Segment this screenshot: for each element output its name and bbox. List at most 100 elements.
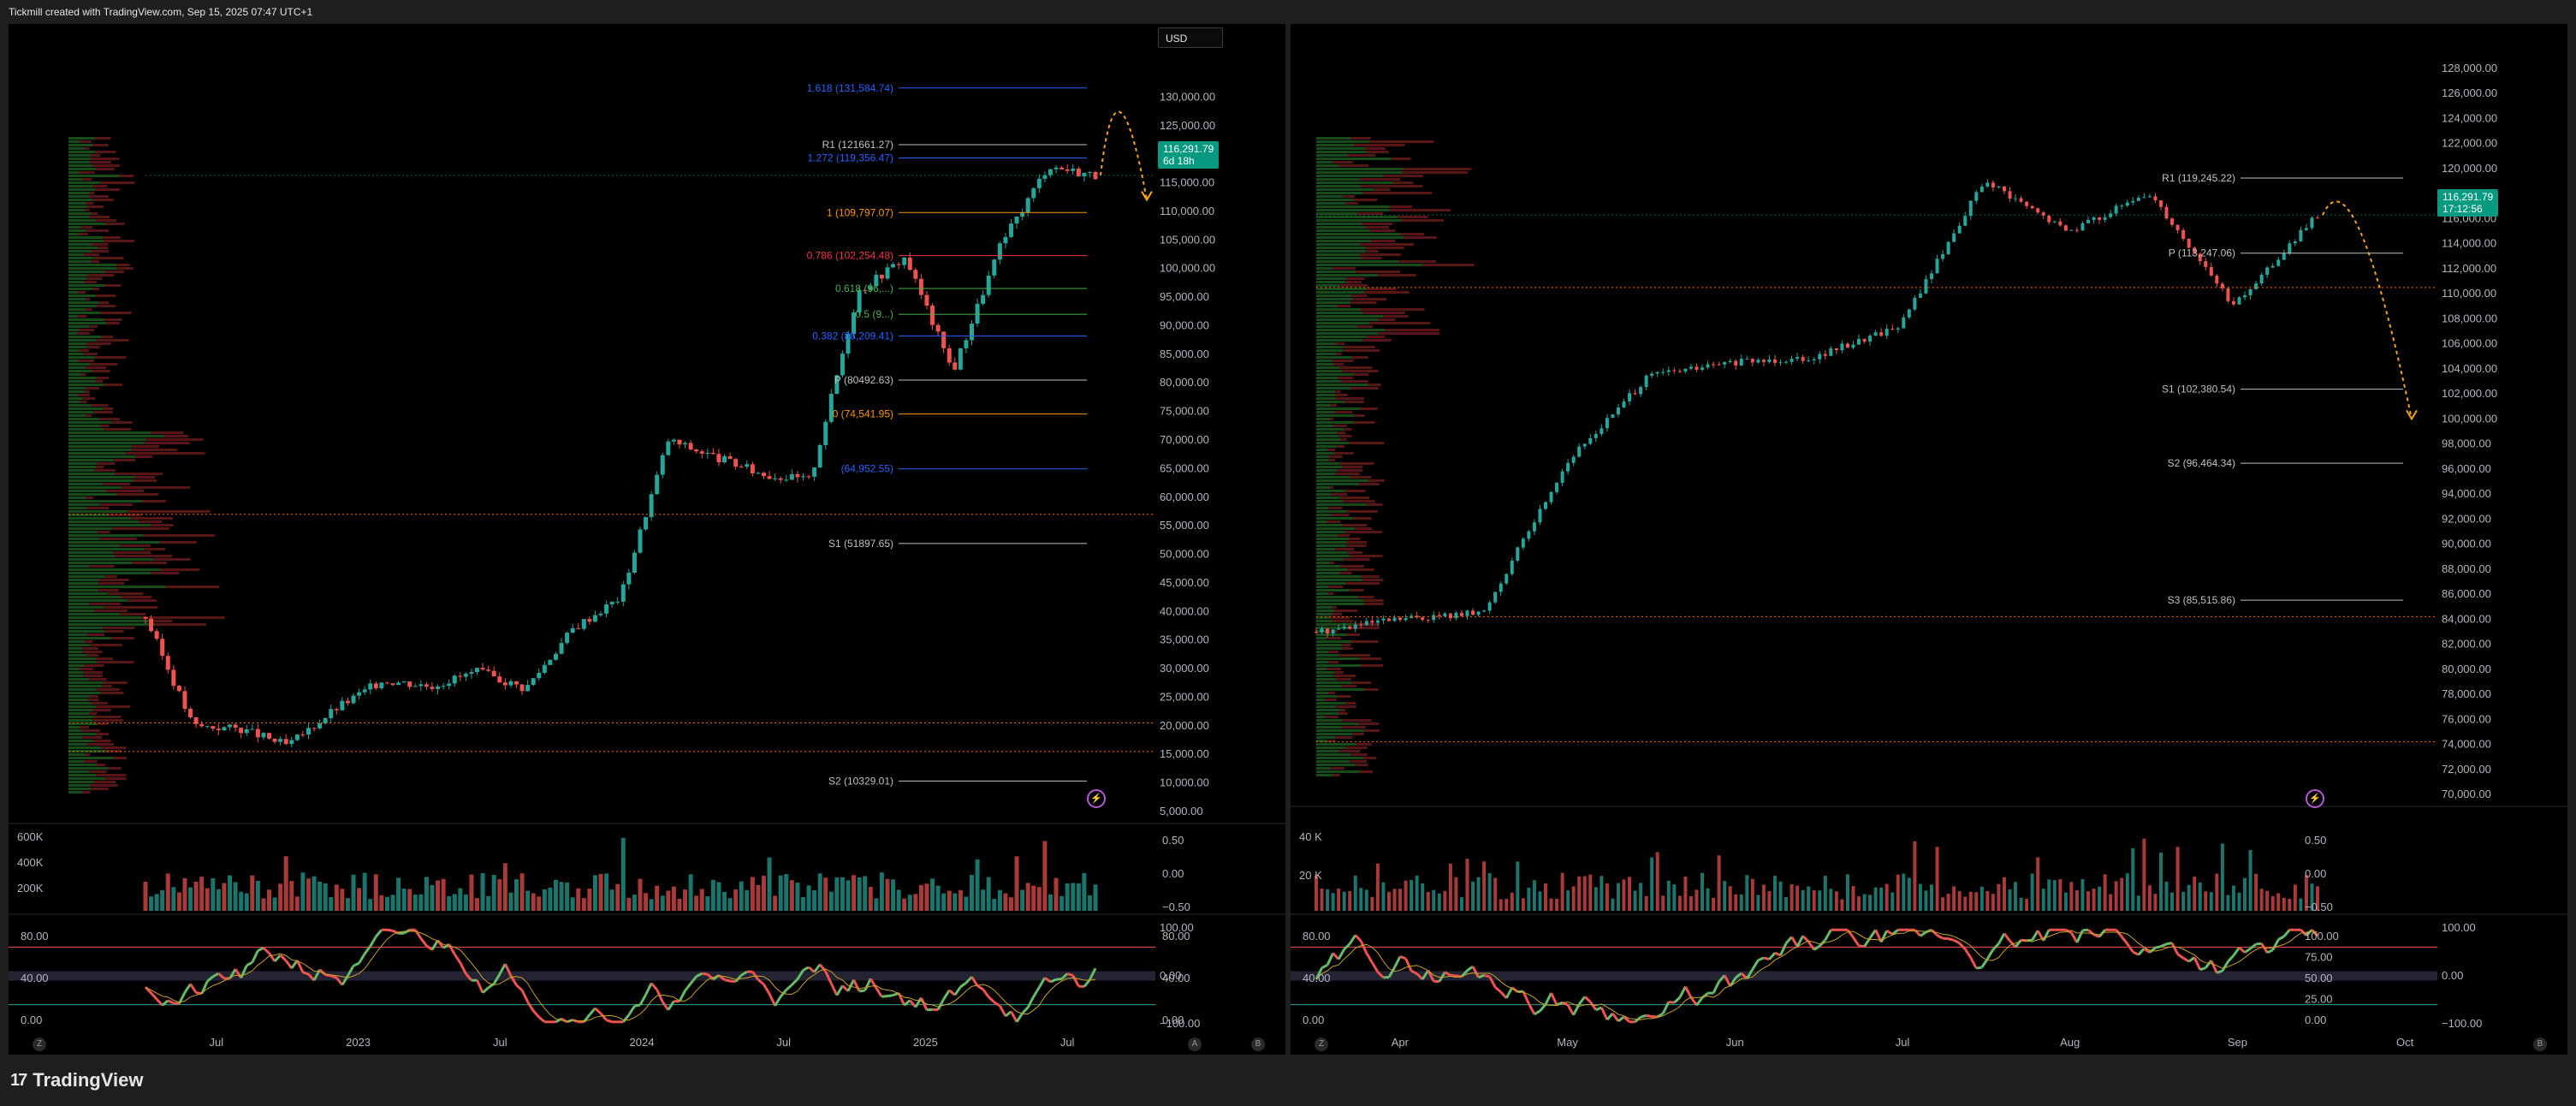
auto-scale-button[interactable]: A bbox=[1188, 1038, 1202, 1051]
volume-bar bbox=[885, 878, 890, 911]
volume-profile-bar bbox=[84, 147, 90, 150]
oscillator-line bbox=[262, 947, 270, 954]
volume-profile-bar bbox=[94, 137, 111, 140]
candle-body bbox=[644, 517, 649, 530]
last-price-tag: 116,291.79 6d 18h bbox=[1158, 141, 1220, 169]
volume-profile-bar bbox=[1316, 476, 1350, 479]
volume-bar bbox=[1594, 887, 1598, 911]
lightning-icon[interactable]: ⚡ bbox=[1087, 789, 1106, 808]
volume-bar bbox=[1404, 880, 1408, 911]
candle-body bbox=[846, 333, 851, 354]
oscillator-line bbox=[234, 968, 242, 979]
candle-body bbox=[2170, 218, 2175, 225]
candle-body bbox=[1745, 358, 1749, 360]
volume-profile-bar bbox=[1346, 510, 1378, 513]
oscillator-line bbox=[1365, 952, 1374, 964]
candle-body bbox=[1421, 617, 1425, 621]
volume-profile-bar bbox=[1316, 247, 1366, 249]
volume-profile-bar bbox=[1357, 325, 1373, 328]
volume-profile-bar bbox=[97, 722, 110, 725]
oscillator-line bbox=[375, 929, 383, 938]
candle-body bbox=[1582, 443, 1587, 447]
left-chart-pane[interactable]: 130,000.00125,000.00120,000.00115,000.00… bbox=[9, 24, 1285, 1055]
volume-bar bbox=[2282, 897, 2286, 911]
candle-body bbox=[1666, 370, 1671, 372]
candle-body bbox=[1728, 360, 1732, 362]
volume-bar bbox=[1054, 877, 1059, 911]
volume-bar bbox=[570, 897, 575, 911]
volume-profile-bar bbox=[1316, 510, 1347, 513]
volume-bar bbox=[2259, 889, 2264, 911]
oscillator-line bbox=[627, 1005, 636, 1016]
log-scale-button-right[interactable]: B bbox=[2533, 1038, 2547, 1051]
volume-profile-bar bbox=[102, 407, 114, 410]
volume-profile-bar bbox=[1316, 709, 1340, 711]
oscillator-line bbox=[1885, 929, 1894, 936]
oscillator-line bbox=[1393, 955, 1402, 968]
oscillator-line bbox=[1948, 937, 1955, 942]
volume-bar bbox=[2226, 895, 2230, 911]
candle-body bbox=[828, 394, 834, 422]
volume-profile-bar bbox=[1351, 640, 1379, 643]
oscillator-line bbox=[689, 975, 697, 984]
volume-profile-bar bbox=[1350, 387, 1379, 389]
tradingview-logo[interactable]: 17 TradingView bbox=[10, 1068, 143, 1092]
volume-profile-bar bbox=[83, 760, 98, 763]
oscillator-line bbox=[476, 979, 484, 994]
volume-profile-bar bbox=[68, 151, 96, 153]
volume-profile-bar bbox=[79, 171, 95, 174]
candle-body bbox=[396, 682, 401, 686]
y-tick-label: 76,000.00 bbox=[2442, 712, 2491, 725]
oscillator-line bbox=[1852, 937, 1861, 947]
oscillator-line bbox=[363, 945, 371, 955]
volume-bar bbox=[1465, 859, 1469, 911]
volume-profile-bar bbox=[1316, 579, 1362, 581]
log-scale-button[interactable]: B bbox=[1251, 1038, 1265, 1051]
volume-profile-bar bbox=[163, 435, 189, 437]
volume-profile-bar bbox=[68, 541, 161, 544]
lightning-icon-right[interactable]: ⚡ bbox=[2306, 789, 2324, 808]
volume-profile-bar bbox=[80, 373, 86, 376]
candle-body bbox=[852, 312, 857, 334]
candle-body bbox=[1616, 407, 1620, 415]
volume-profile-bar bbox=[1332, 606, 1337, 609]
volume-profile-bar bbox=[1362, 757, 1376, 759]
volume-profile-bar bbox=[68, 781, 94, 783]
candle-body bbox=[1873, 332, 1878, 336]
zoom-button[interactable]: Z bbox=[33, 1038, 46, 1051]
volume-bar bbox=[2204, 891, 2208, 911]
volume-profile-bar bbox=[1362, 312, 1405, 314]
candle-body bbox=[2198, 253, 2202, 262]
candle-body bbox=[778, 478, 783, 480]
volume-profile-bar bbox=[1353, 373, 1368, 376]
volume-profile-bar bbox=[68, 325, 90, 328]
volume-profile-bar bbox=[1316, 336, 1367, 338]
volume-bar bbox=[806, 885, 811, 911]
zoom-button-right[interactable]: Z bbox=[1315, 1038, 1328, 1051]
volume-profile-bar bbox=[139, 520, 163, 523]
candle-body bbox=[722, 456, 727, 463]
y-tick-label: 15,000.00 bbox=[1160, 747, 1209, 760]
right-chart-svg[interactable]: 128,000.00126,000.00124,000.00122,000.00… bbox=[1291, 24, 2567, 1055]
volume-profile-bar bbox=[1316, 575, 1362, 578]
volume-profile-bar bbox=[1316, 555, 1350, 557]
volume-profile-bar bbox=[76, 315, 87, 318]
volume-profile-bar bbox=[1316, 764, 1356, 766]
volume-right-tick-label: −0.50 bbox=[1162, 901, 1190, 913]
volume-profile-bar bbox=[104, 318, 122, 321]
volume-profile-bar bbox=[1330, 767, 1344, 770]
candle-body bbox=[2193, 247, 2197, 254]
left-chart-svg[interactable]: 130,000.00125,000.00120,000.00115,000.00… bbox=[9, 24, 1285, 1055]
volume-profile-bar bbox=[68, 329, 80, 331]
volume-profile-bar bbox=[132, 445, 160, 448]
candle-body bbox=[2299, 229, 2303, 242]
volume-profile-bar bbox=[89, 770, 107, 773]
oscillator-line bbox=[1768, 952, 1777, 960]
volume-profile-bar bbox=[94, 609, 128, 612]
volume-profile-bar bbox=[97, 462, 116, 465]
currency-selector[interactable]: USD bbox=[1158, 27, 1223, 48]
right-chart-pane[interactable]: 128,000.00 126,000.00 124,000.00 122,000.00… bbox=[1291, 24, 2567, 1055]
volume-profile-bar bbox=[104, 630, 124, 633]
volume-bar bbox=[2030, 873, 2034, 911]
volume-profile-bar bbox=[68, 168, 96, 170]
